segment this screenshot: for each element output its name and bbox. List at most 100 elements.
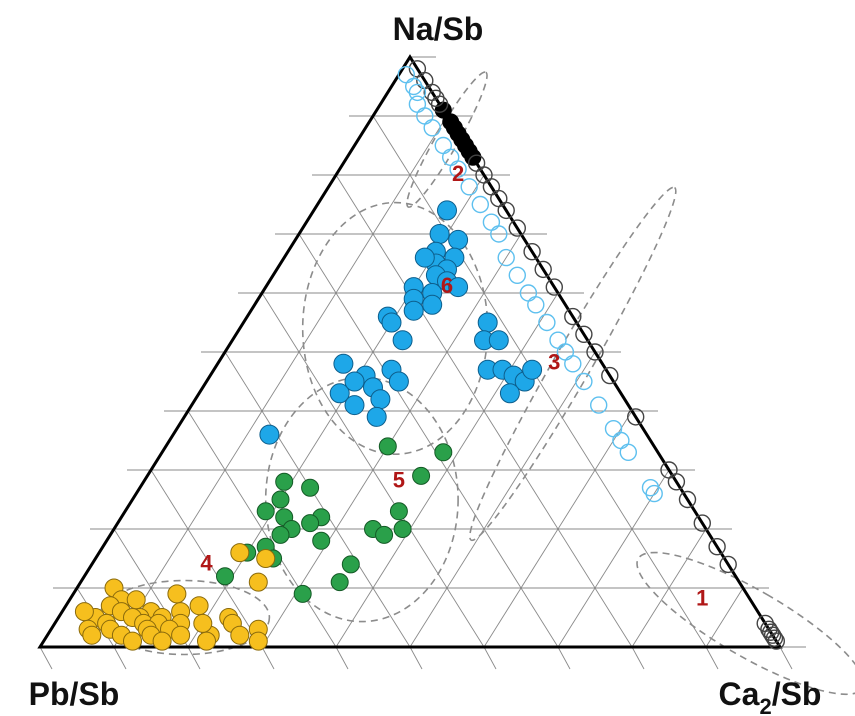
apex-label-right-sub: 2 xyxy=(759,694,771,716)
data-point-filled-blue xyxy=(381,312,402,333)
grid-line-left xyxy=(150,469,263,648)
data-point-open-blue xyxy=(434,136,452,155)
data-point-filled-blue xyxy=(366,406,387,427)
data-points xyxy=(74,60,785,651)
data-point-filled-orange xyxy=(248,631,268,651)
grid-line-right xyxy=(483,410,633,648)
data-point-open-blue xyxy=(508,266,526,284)
data-point-open-blue xyxy=(575,372,593,391)
axis-ticks xyxy=(39,56,806,670)
data-point-filled-orange xyxy=(171,625,191,645)
data-point-open-blue xyxy=(549,331,567,349)
apex-label-right-tail: /Sb xyxy=(772,676,822,712)
grid-line-left xyxy=(298,233,559,648)
data-point-filled-orange xyxy=(126,590,146,610)
tick-bottom-edge xyxy=(631,646,645,670)
data-point-filled-blue xyxy=(414,247,435,268)
data-point-open-blue xyxy=(490,225,508,243)
cluster-label-6: 6 xyxy=(441,273,453,298)
data-point-open-black xyxy=(763,626,782,644)
data-point-filled-green xyxy=(341,555,360,574)
tick-bottom-edge xyxy=(483,646,497,670)
data-point-filled-blue xyxy=(477,312,498,333)
tick-bottom-edge xyxy=(113,646,127,670)
data-point-open-black xyxy=(767,632,785,650)
data-point-filled-green xyxy=(378,437,397,456)
data-point-open-blue xyxy=(612,431,630,450)
data-point-open-black xyxy=(586,343,604,361)
data-point-filled-green xyxy=(389,502,408,521)
data-point-open-black xyxy=(708,538,726,556)
data-point-filled-blue xyxy=(448,277,469,298)
apex-label-left: Pb/Sb xyxy=(29,676,120,712)
apex-label-right-main: Ca xyxy=(719,676,760,712)
data-point-filled-blue xyxy=(429,224,450,244)
ternary-grid xyxy=(76,115,744,648)
grid-line-right xyxy=(557,469,670,648)
data-point-open-blue xyxy=(527,296,545,314)
tick-bottom-edge xyxy=(779,646,793,670)
data-point-filled-blue xyxy=(488,330,509,351)
cluster-label-2: 2 xyxy=(452,161,464,186)
data-point-open-blue xyxy=(408,83,427,102)
data-point-filled-orange xyxy=(74,602,94,622)
data-point-open-blue xyxy=(408,95,427,113)
data-point-filled-green xyxy=(271,490,290,509)
data-point-filled-orange xyxy=(82,625,102,645)
cluster-ellipse-5 xyxy=(264,376,459,623)
data-point-open-blue xyxy=(619,443,637,461)
data-point-filled-orange xyxy=(197,631,216,651)
data-point-filled-blue xyxy=(403,300,424,321)
data-point-open-black xyxy=(575,325,593,343)
data-point-filled-blue xyxy=(344,371,365,392)
data-point-open-black xyxy=(693,514,711,532)
data-point-open-blue xyxy=(590,396,608,414)
data-point-filled-green xyxy=(434,443,453,462)
data-point-open-blue xyxy=(482,213,501,231)
data-point-filled-blue xyxy=(499,383,520,404)
data-point-open-black xyxy=(534,260,552,279)
data-point-open-blue xyxy=(471,195,489,214)
data-point-open-blue xyxy=(564,355,582,373)
data-point-open-black xyxy=(523,242,541,261)
cluster-ellipse-1 xyxy=(636,551,855,696)
data-point-filled-orange xyxy=(167,584,187,604)
data-point-filled-blue xyxy=(448,229,469,250)
data-point-open-black xyxy=(427,89,445,108)
data-point-filled-blue xyxy=(422,294,443,315)
cluster-ellipse-3 xyxy=(468,186,677,542)
apex-label-top: Na/Sb xyxy=(393,11,484,47)
data-point-filled-green xyxy=(256,502,275,521)
data-point-open-black xyxy=(564,307,582,326)
data-point-filled-blue xyxy=(370,389,391,410)
data-point-filled-blue xyxy=(329,383,350,404)
data-point-filled-black xyxy=(464,148,482,166)
data-point-filled-blue xyxy=(333,353,354,374)
apex-label-right: Ca2/Sb xyxy=(719,676,822,716)
data-point-filled-green xyxy=(216,567,234,586)
tick-bottom-edge xyxy=(705,646,719,670)
cluster-label-5: 5 xyxy=(393,468,405,493)
data-point-filled-blue xyxy=(522,359,543,380)
data-point-filled-green xyxy=(301,514,320,533)
grid-line-left xyxy=(224,351,411,648)
data-point-filled-blue xyxy=(437,200,457,221)
data-point-filled-orange xyxy=(230,625,250,645)
data-point-open-blue xyxy=(405,77,423,96)
data-point-filled-green xyxy=(312,531,331,550)
data-point-open-blue xyxy=(423,119,441,137)
triangle-frame xyxy=(37,54,783,649)
data-point-filled-orange xyxy=(123,631,142,651)
tick-bottom-edge xyxy=(39,646,53,670)
data-point-filled-green xyxy=(393,520,412,538)
cluster-labels: 1 2 3 4 5 6 xyxy=(200,161,708,611)
data-point-open-black xyxy=(762,623,780,641)
data-point-filled-green xyxy=(412,466,431,485)
data-point-open-black xyxy=(545,278,563,296)
cluster-label-4: 4 xyxy=(200,550,213,575)
cluster-label-3: 3 xyxy=(548,350,560,375)
data-point-open-blue xyxy=(641,479,660,497)
data-point-filled-blue xyxy=(392,330,413,351)
data-point-open-blue xyxy=(645,484,663,503)
